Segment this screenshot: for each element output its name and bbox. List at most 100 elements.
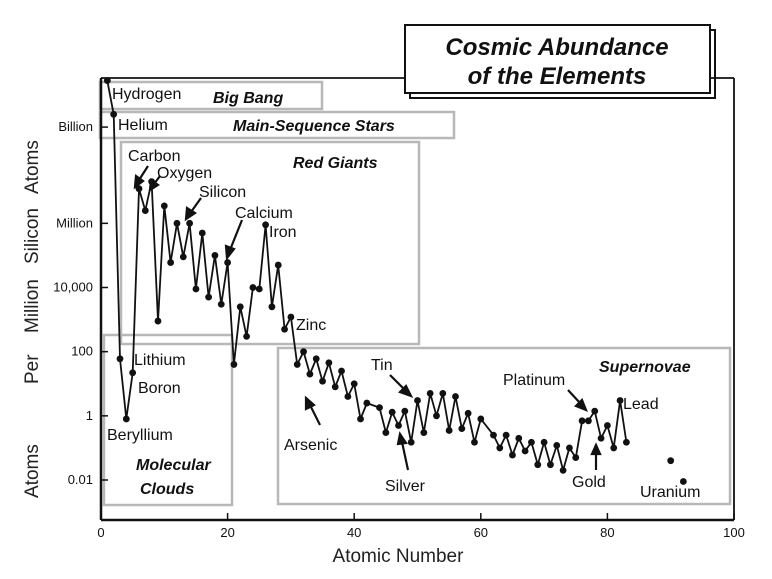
annotation-lithium: Lithium <box>134 352 186 369</box>
annotation-oxygen: Oxygen <box>157 165 212 182</box>
annotation-beryllium: Beryllium <box>107 427 173 444</box>
data-point <box>464 409 472 417</box>
data-point <box>268 303 276 311</box>
x-tick-label: 40 <box>347 525 361 540</box>
arrow-carbon <box>133 165 149 190</box>
data-point <box>578 417 586 425</box>
arrow-platinum <box>567 389 588 412</box>
data-point <box>376 404 383 412</box>
data-point <box>122 415 130 423</box>
region-label-red-giants: Red Giants <box>293 155 378 172</box>
data-point <box>426 390 434 397</box>
data-point <box>433 412 440 420</box>
data-point <box>496 444 504 452</box>
annotation-boron: Boron <box>138 380 181 397</box>
data-point <box>597 434 605 442</box>
region-label-molecular-line-1: Molecular <box>136 457 211 474</box>
axis-ticks: 0 20 40 60 80 100 0.01 1 100 10,000 Million Billion <box>53 119 745 540</box>
y-tick-label: 1 <box>86 408 93 423</box>
y-axis-word-4: Silicon <box>22 208 43 264</box>
data-point <box>167 259 175 266</box>
data-point <box>249 284 257 291</box>
arrow-oxygen <box>148 175 161 193</box>
y-tick-label: 10,000 <box>53 280 93 295</box>
data-point <box>205 293 213 301</box>
data-point <box>350 380 358 388</box>
y-tick-label: 100 <box>71 344 93 359</box>
data-point <box>547 461 554 469</box>
data-point <box>414 397 421 404</box>
data-point <box>477 415 485 423</box>
y-axis-word-3: Million <box>22 279 43 333</box>
data-point <box>509 451 516 459</box>
annotation-hydrogen: Hydrogen <box>112 86 181 103</box>
data-point <box>154 317 162 325</box>
annotation-silicon: Silicon <box>199 184 246 201</box>
data-point <box>667 457 675 465</box>
region-molecular-clouds-box <box>102 333 234 507</box>
data-point <box>192 285 200 293</box>
data-point <box>198 229 206 237</box>
arrow-tin <box>389 374 414 398</box>
data-point <box>110 110 118 118</box>
data-point <box>591 407 599 415</box>
data-point <box>217 300 225 308</box>
data-point <box>521 447 529 455</box>
data-series <box>103 77 687 485</box>
region-label-big-bang: Big Bang <box>213 90 283 107</box>
data-point <box>622 438 630 446</box>
element-annotations: Hydrogen Helium Carbon Oxygen Silicon Ca… <box>107 86 700 501</box>
x-tick-label: 80 <box>600 525 614 540</box>
data-point <box>319 377 326 385</box>
data-point <box>445 427 453 434</box>
region-red-giants-box <box>119 140 421 346</box>
data-point <box>363 399 371 407</box>
data-point <box>388 408 396 416</box>
data-point <box>186 219 194 227</box>
annotation-uranium: Uranium <box>640 484 700 501</box>
x-tick-label: 60 <box>474 525 488 540</box>
chart-title-line-1: Cosmic Abundance <box>445 34 668 61</box>
arrow-calcium <box>224 219 244 261</box>
annotation-arsenic: Arsenic <box>284 437 337 454</box>
data-point <box>129 369 137 377</box>
region-supernovae-box <box>276 346 732 506</box>
data-point <box>312 355 320 363</box>
data-point <box>293 361 301 368</box>
x-tick-label: 20 <box>220 525 234 540</box>
annotation-carbon: Carbon <box>128 148 180 165</box>
data-point <box>395 422 402 429</box>
chart-title-line-2: of the Elements <box>468 63 647 90</box>
annotation-helium: Helium <box>118 117 168 134</box>
annotation-iron: Iron <box>269 224 297 241</box>
data-point <box>502 431 510 439</box>
data-point <box>344 393 352 400</box>
y-axis-word-5: Atoms <box>22 140 43 194</box>
data-point <box>604 422 611 429</box>
data-point <box>458 425 466 433</box>
data-point <box>325 359 333 367</box>
data-point <box>116 355 124 363</box>
region-label-supernovae: Supernovae <box>599 359 691 376</box>
data-point <box>255 285 263 293</box>
data-point <box>401 407 409 415</box>
data-point <box>553 441 561 449</box>
annotation-silver: Silver <box>385 478 426 495</box>
y-axis-word-1: Atoms <box>22 444 43 498</box>
data-point <box>471 438 478 446</box>
x-tick-label: 0 <box>97 525 104 540</box>
arrow-silicon <box>184 197 202 222</box>
data-point <box>103 77 111 85</box>
region-label-main-sequence: Main-Sequence Stars <box>233 118 395 135</box>
data-point <box>230 361 238 368</box>
data-point <box>534 461 542 469</box>
arrow-silver <box>396 431 410 471</box>
region-boxes <box>98 80 732 507</box>
data-point <box>224 259 232 266</box>
plot-frame <box>99 77 735 522</box>
data-point <box>281 325 288 333</box>
data-point <box>490 431 497 439</box>
data-point <box>515 434 523 442</box>
data-point <box>528 438 535 446</box>
